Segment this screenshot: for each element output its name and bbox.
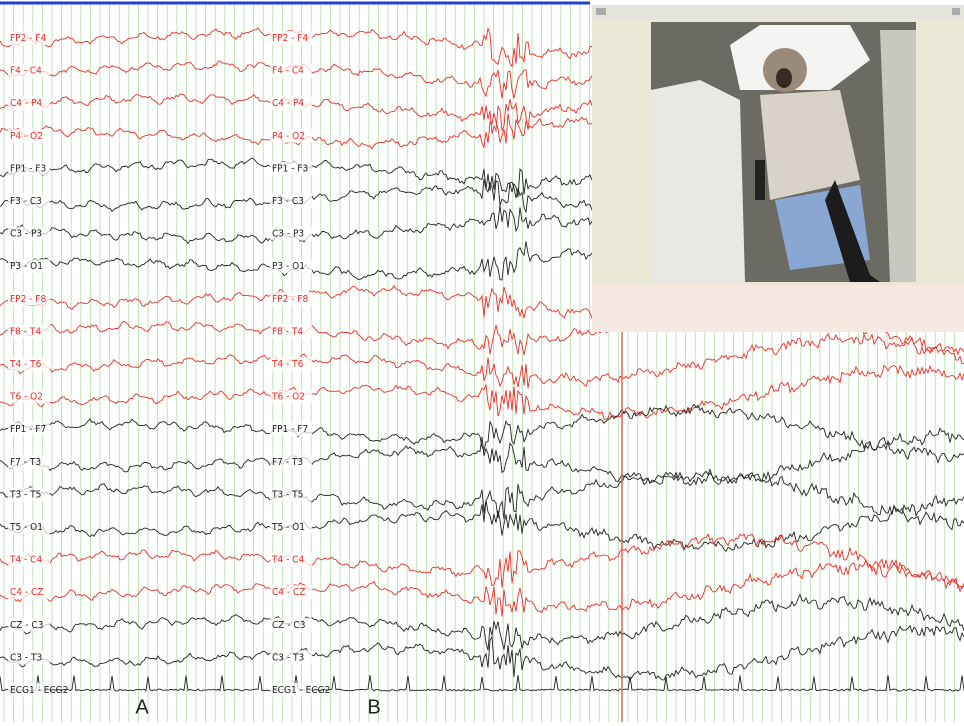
channel-label: C3 - T3 <box>272 652 304 663</box>
channel-label: T4 - T6 <box>271 359 304 370</box>
channel-label: C4 - CZ <box>272 587 305 598</box>
channel-label: FP2 - F4 <box>272 33 308 44</box>
channel-label: T6 - O2 <box>9 392 43 403</box>
channel-label: FP1 - F3 <box>10 163 46 174</box>
channel-label: CZ - C3 <box>10 620 43 631</box>
channel-label: F7 - T3 <box>10 457 41 468</box>
channel-label: T3 - T5 <box>271 489 303 500</box>
eeg-trace <box>0 595 964 651</box>
channel-label: CZ - C3 <box>272 620 305 631</box>
channel-label: C3 - T3 <box>10 652 42 663</box>
channel-label: FP1 - F3 <box>272 163 308 174</box>
channel-label: P3 - O1 <box>10 261 43 272</box>
channel-label: P4 - O2 <box>272 131 305 142</box>
channel-label: F7 - T3 <box>272 457 303 468</box>
channel-label: T4 - C4 <box>9 555 42 566</box>
channel-label: ECG1 - ECG2 <box>272 685 330 696</box>
eeg-trace <box>0 405 964 463</box>
channel-label: F4 - C4 <box>10 66 42 77</box>
channel-label: T6 - O2 <box>271 392 305 403</box>
eeg-trace <box>0 469 964 529</box>
eeg-trace <box>0 626 964 680</box>
eeg-trace <box>0 534 964 588</box>
channel-label: C3 - P3 <box>10 229 42 240</box>
panel-label: B <box>367 696 380 718</box>
video-window <box>592 5 964 332</box>
eeg-screen: FP2 - F4 FP2 - F4 F4 - C4 F4 - C4 C4 - P4 C4 … <box>0 0 964 722</box>
channel-label: C4 - P4 <box>272 98 304 109</box>
channel-label: F4 - C4 <box>272 66 304 77</box>
channel-label: T3 - T5 <box>9 489 41 500</box>
eeg-trace <box>0 675 964 691</box>
channel-label: FP1 - F7 <box>272 424 308 435</box>
panel-label: A <box>135 696 149 718</box>
channel-label: ECG1 - ECG2 <box>10 685 68 696</box>
eeg-trace <box>0 560 964 616</box>
channel-label: T5 - O1 <box>271 522 305 533</box>
channel-label: F3 - C3 <box>272 196 304 207</box>
channel-label: C4 - CZ <box>10 587 43 598</box>
eeg-trace <box>0 428 964 485</box>
channel-label: F8 - T4 <box>272 326 303 337</box>
channel-label: FP2 - F8 <box>10 294 46 305</box>
channel-label: T4 - C4 <box>271 555 304 566</box>
channel-label: FP1 - F7 <box>10 424 46 435</box>
channel-label: F3 - C3 <box>10 196 42 207</box>
channel-label: T5 - O1 <box>9 522 43 533</box>
channel-label: C3 - P3 <box>272 229 304 240</box>
channel-label: P4 - O2 <box>10 131 43 142</box>
eeg-trace <box>0 365 964 419</box>
channel-label: P3 - O1 <box>272 261 305 272</box>
channel-label: T4 - T6 <box>9 359 42 370</box>
channel-label: C4 - P4 <box>10 98 42 109</box>
channel-label: FP2 - F8 <box>272 294 308 305</box>
channel-label: FP2 - F4 <box>10 33 46 44</box>
channel-label: F8 - T4 <box>10 326 41 337</box>
